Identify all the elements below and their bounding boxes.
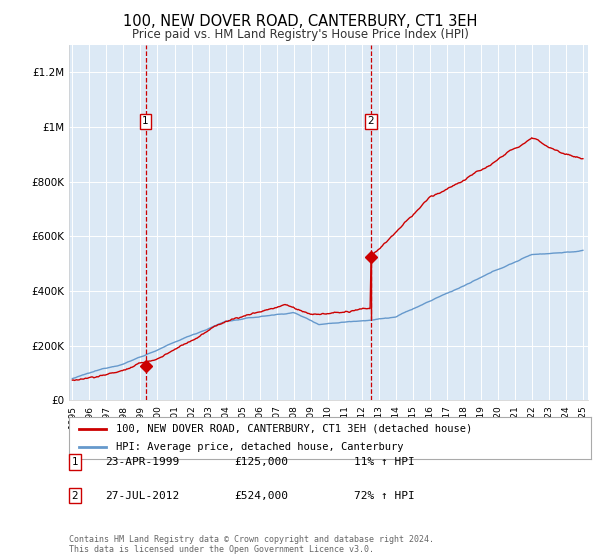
Text: Contains HM Land Registry data © Crown copyright and database right 2024.
This d: Contains HM Land Registry data © Crown c… [69, 535, 434, 554]
Text: £125,000: £125,000 [234, 457, 288, 467]
Text: 1: 1 [71, 457, 79, 467]
Text: 2: 2 [71, 491, 79, 501]
Text: 100, NEW DOVER ROAD, CANTERBURY, CT1 3EH: 100, NEW DOVER ROAD, CANTERBURY, CT1 3EH [123, 14, 477, 29]
Text: 72% ↑ HPI: 72% ↑ HPI [354, 491, 415, 501]
Text: HPI: Average price, detached house, Canterbury: HPI: Average price, detached house, Cant… [116, 442, 403, 452]
Text: 11% ↑ HPI: 11% ↑ HPI [354, 457, 415, 467]
Text: 23-APR-1999: 23-APR-1999 [105, 457, 179, 467]
Text: £524,000: £524,000 [234, 491, 288, 501]
Text: 1: 1 [142, 116, 149, 127]
Text: Price paid vs. HM Land Registry's House Price Index (HPI): Price paid vs. HM Land Registry's House … [131, 28, 469, 41]
Text: 2: 2 [368, 116, 374, 127]
Text: 100, NEW DOVER ROAD, CANTERBURY, CT1 3EH (detached house): 100, NEW DOVER ROAD, CANTERBURY, CT1 3EH… [116, 424, 472, 434]
Text: 27-JUL-2012: 27-JUL-2012 [105, 491, 179, 501]
